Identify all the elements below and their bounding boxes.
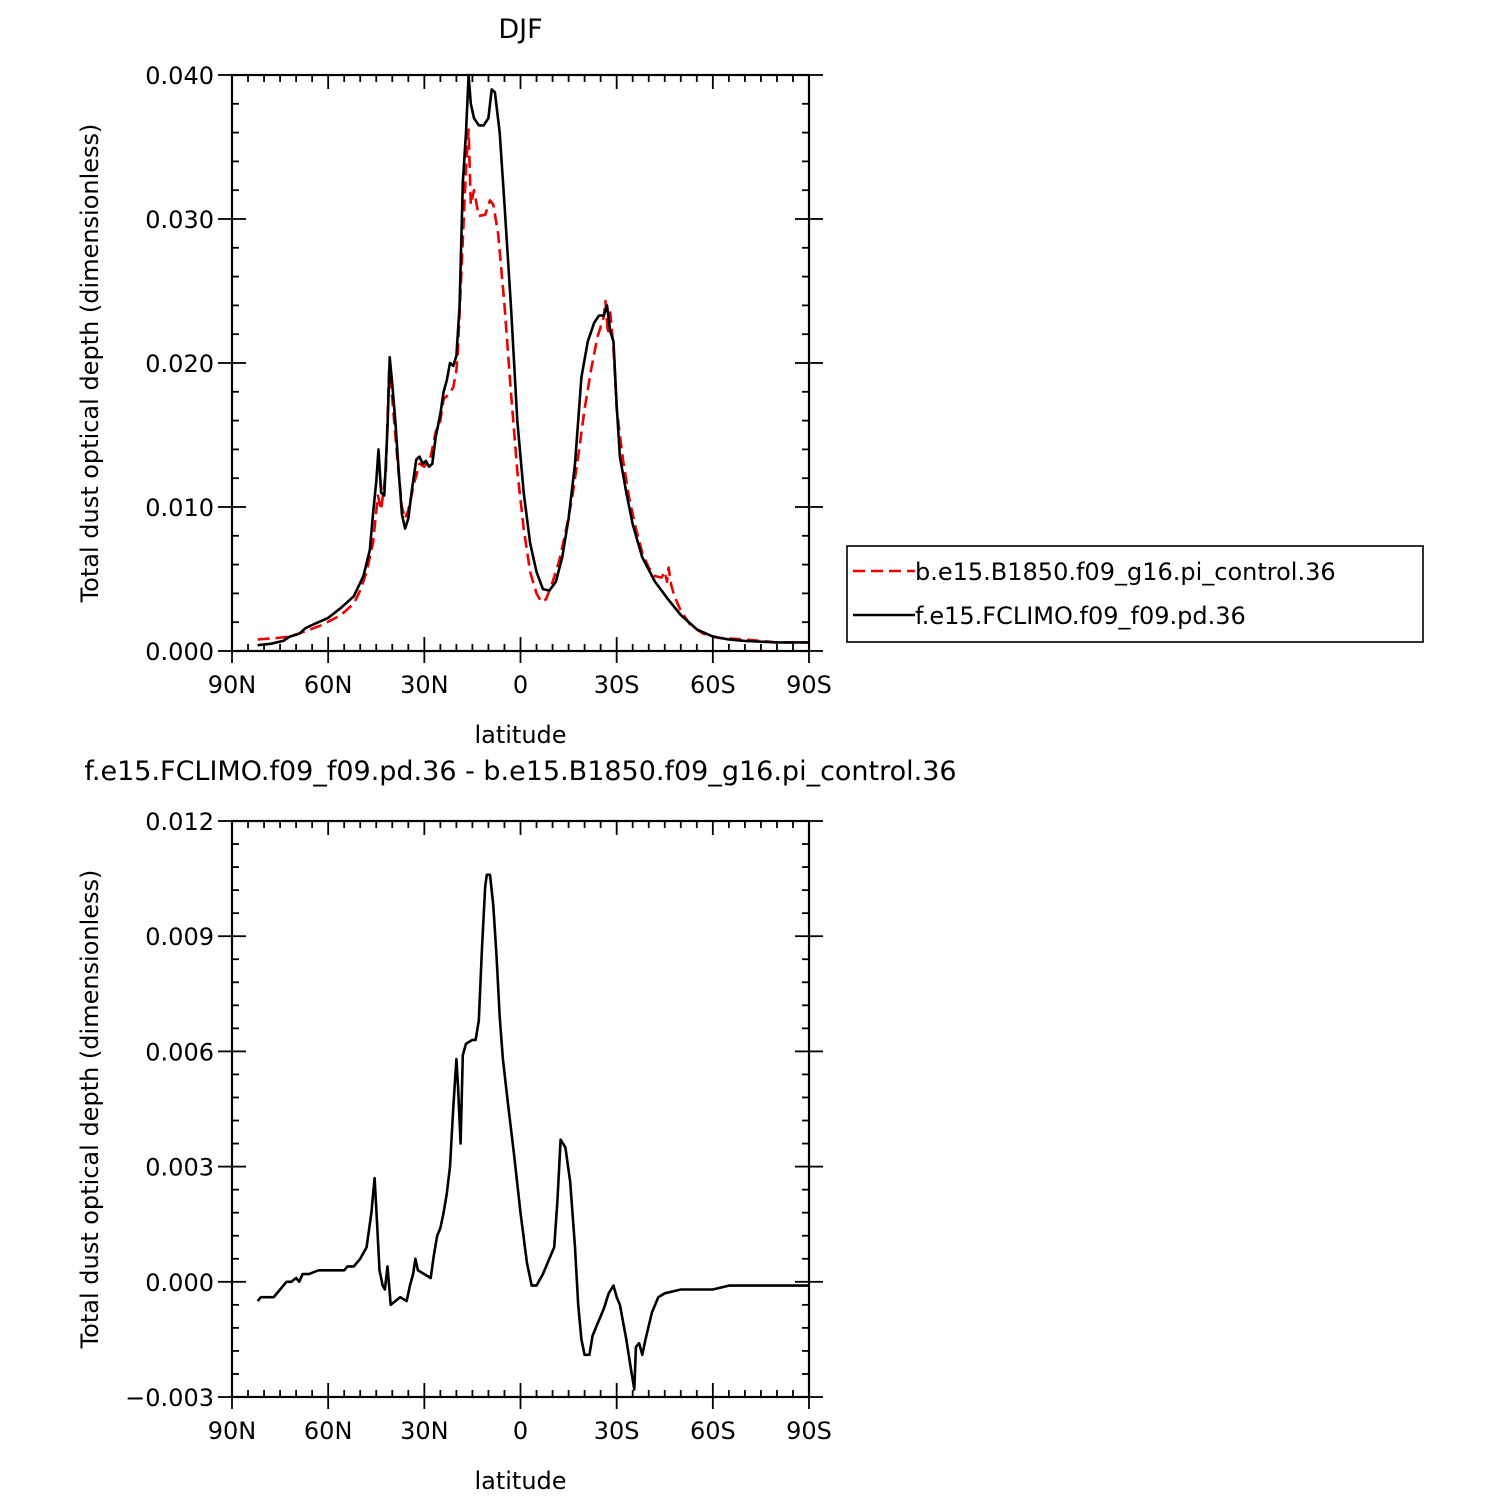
x-axis-label: latitude	[474, 721, 566, 749]
x-tick-label: 60S	[690, 1417, 736, 1445]
y-tick-label: 0.009	[145, 923, 214, 951]
y-tick-label: 0.020	[145, 350, 214, 378]
legend-entry-label: b.e15.B1850.f09_g16.pi_control.36	[915, 558, 1336, 586]
x-tick-label: 90N	[208, 671, 257, 699]
y-tick-label: 0.030	[145, 206, 214, 234]
x-tick-label: 30S	[594, 1417, 640, 1445]
y-tick-label: 0.000	[145, 638, 214, 666]
legend: b.e15.B1850.f09_g16.pi_control.36 f.e15.F…	[846, 545, 1424, 643]
x-tick-label: 0	[513, 671, 528, 699]
chart-title: f.e15.FCLIMO.f09_f09.pd.36 - b.e15.B1850…	[84, 756, 956, 787]
x-tick-label: 90S	[786, 1417, 832, 1445]
x-tick-label: 60N	[304, 671, 353, 699]
y-tick-label: 0.006	[145, 1038, 214, 1066]
y-tick-label: −0.003	[125, 1384, 214, 1412]
y-axis-label: Total dust optical depth (dimensionless)	[76, 124, 104, 604]
plot-frame	[230, 819, 811, 1399]
x-tick-label: 30S	[594, 671, 640, 699]
series-line-dashed	[257, 128, 809, 644]
y-tick-label: 0.040	[145, 62, 214, 90]
legend-entry-label: f.e15.FCLIMO.f09_f09.pd.36	[915, 602, 1246, 630]
series-line-solid	[257, 73, 809, 647]
y-tick-label: 0.003	[145, 1154, 214, 1182]
series-line-solid	[256, 873, 809, 1391]
legend-box	[846, 545, 1424, 643]
y-axis-label: Total dust optical depth (dimensionless)	[76, 870, 104, 1350]
plot-frame	[230, 73, 811, 653]
x-tick-label: 90S	[786, 671, 832, 699]
x-tick-label: 30N	[400, 1417, 449, 1445]
chart-title: DJF	[498, 14, 542, 45]
x-tick-label: 30N	[400, 671, 449, 699]
chart-panel-1: DJF 90N 60N 30N 0 30S 60S 90S 0.000 0.010 0.020 0.0…	[76, 14, 1424, 749]
x-tick-label: 60S	[690, 671, 736, 699]
x-axis-label: latitude	[474, 1467, 566, 1495]
x-tick-label: 0	[513, 1417, 528, 1445]
x-tick-label: 60N	[304, 1417, 353, 1445]
y-tick-label: 0.000	[145, 1269, 214, 1297]
y-tick-label: 0.010	[145, 494, 214, 522]
y-tick-label: 0.012	[145, 808, 214, 836]
chart-panel-2: f.e15.FCLIMO.f09_f09.pd.36 - b.e15.B1850…	[76, 756, 957, 1495]
x-tick-label: 90N	[208, 1417, 257, 1445]
